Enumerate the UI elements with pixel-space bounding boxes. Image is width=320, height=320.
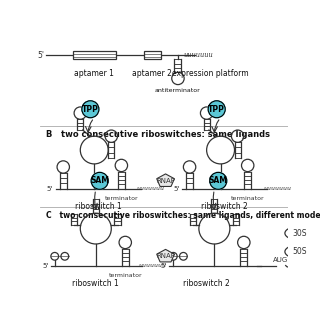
Text: riboswitch 1: riboswitch 1 <box>72 279 119 288</box>
Text: 5': 5' <box>161 262 167 268</box>
Text: TPP: TPP <box>208 105 225 114</box>
Text: TPP: TPP <box>82 105 99 114</box>
FancyBboxPatch shape <box>73 52 116 59</box>
Circle shape <box>210 172 227 189</box>
Text: aptamer 2: aptamer 2 <box>132 69 172 78</box>
Text: RNAP: RNAP <box>156 178 175 184</box>
Text: uuuuuuu: uuuuuuu <box>137 186 165 191</box>
Text: uuuuuuu: uuuuuuu <box>183 51 213 59</box>
Text: B   two consecutive riboswitches: same ligands: B two consecutive riboswitches: same lig… <box>46 130 270 139</box>
Text: AUG: AUG <box>273 257 288 263</box>
Text: 5': 5' <box>38 51 45 60</box>
Text: riboswitch 2: riboswitch 2 <box>183 279 230 288</box>
Text: riboswitch 1: riboswitch 1 <box>75 203 122 212</box>
Text: 5': 5' <box>173 186 180 192</box>
Text: C   two consecutive riboswitches: same ligands, different mode of action: C two consecutive riboswitches: same lig… <box>46 211 320 220</box>
FancyBboxPatch shape <box>144 52 161 59</box>
Text: terminator: terminator <box>231 196 265 201</box>
Polygon shape <box>157 174 174 187</box>
Text: antiterminator: antiterminator <box>155 88 201 93</box>
Text: terminator: terminator <box>108 273 142 278</box>
Text: terminator: terminator <box>105 196 138 201</box>
Circle shape <box>82 101 99 118</box>
Polygon shape <box>157 249 174 262</box>
Text: 5': 5' <box>47 186 53 192</box>
Circle shape <box>208 101 225 118</box>
Text: expression platform: expression platform <box>172 69 249 78</box>
Text: uuuuuuu: uuuuuuu <box>139 263 166 268</box>
Text: 5': 5' <box>42 262 49 268</box>
Text: SAM: SAM <box>90 176 109 185</box>
Text: riboswitch 2: riboswitch 2 <box>201 203 248 212</box>
Text: aptamer 1: aptamer 1 <box>74 69 114 78</box>
Text: RNAP: RNAP <box>156 253 175 259</box>
Text: uuuuuuu: uuuuuuu <box>263 186 291 191</box>
Text: 30S: 30S <box>292 229 307 238</box>
Text: SAM: SAM <box>209 176 228 185</box>
Text: 50S: 50S <box>292 247 307 256</box>
Circle shape <box>91 172 108 189</box>
